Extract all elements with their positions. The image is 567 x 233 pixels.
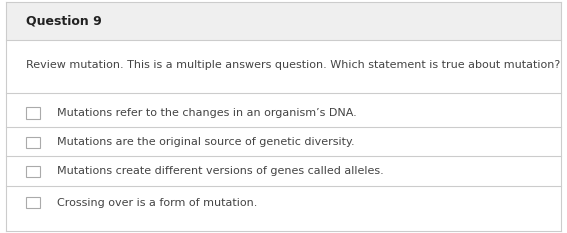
FancyBboxPatch shape <box>26 107 40 119</box>
Text: Mutations are the original source of genetic diversity.: Mutations are the original source of gen… <box>57 137 354 147</box>
Text: Question 9: Question 9 <box>26 14 101 27</box>
Text: Mutations create different versions of genes called alleles.: Mutations create different versions of g… <box>57 166 383 176</box>
FancyBboxPatch shape <box>6 2 561 40</box>
Text: Review mutation. This is a multiple answers question. Which statement is true ab: Review mutation. This is a multiple answ… <box>26 60 560 70</box>
FancyBboxPatch shape <box>26 166 40 177</box>
Text: Crossing over is a form of mutation.: Crossing over is a form of mutation. <box>57 198 257 208</box>
Text: Mutations refer to the changes in an organism’s DNA.: Mutations refer to the changes in an org… <box>57 108 357 118</box>
FancyBboxPatch shape <box>26 137 40 148</box>
FancyBboxPatch shape <box>26 197 40 208</box>
